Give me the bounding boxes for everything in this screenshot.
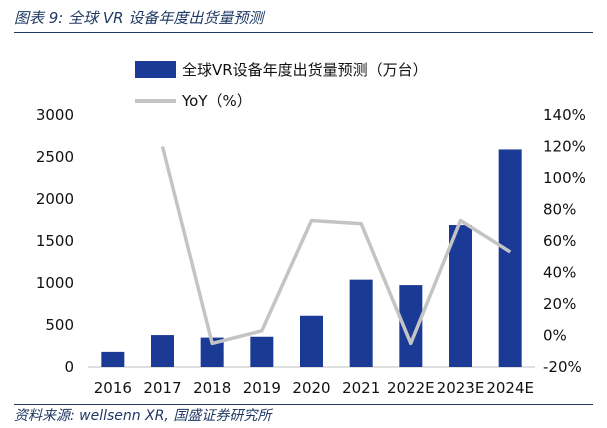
x-tick-label: 2019 [243, 379, 281, 397]
left-tick-label: 2500 [36, 148, 74, 166]
legend: 全球VR设备年度出货量预测（万台） YoY（%） [135, 61, 428, 110]
x-tick-label: 2020 [292, 379, 330, 397]
left-tick-label: 2000 [36, 190, 74, 208]
right-axis-ticks: -20% 0% 20% 40% 60% 80% 100% 120% 140% [543, 106, 586, 376]
yoy-line-series [160, 146, 512, 346]
right-tick-label: 40% [543, 264, 576, 282]
right-tick-label: 100% [543, 169, 586, 187]
bar-2019 [250, 336, 274, 367]
x-tick-label: 2017 [143, 379, 181, 397]
left-tick-label: 500 [45, 316, 74, 334]
right-tick-label: -20% [543, 358, 582, 376]
right-tick-label: 120% [543, 138, 586, 156]
x-tick-label: 2024E [486, 379, 534, 397]
bar-2021 [349, 279, 373, 367]
x-tick-label: 2023E [437, 379, 485, 397]
figure-title: 图表 9: 全球 VR 设备年度出货量预测 [14, 4, 593, 33]
bar-2018 [200, 337, 224, 367]
left-tick-label: 3000 [36, 106, 74, 124]
x-tick-label: 2018 [193, 379, 231, 397]
x-axis-labels: 2016 2017 2018 2019 2020 2021 2022E 2023E 2024E [94, 379, 534, 397]
bar-2023E [449, 225, 472, 367]
x-tick-label: 2016 [94, 379, 132, 397]
legend-bar-label: 全球VR设备年度出货量预测（万台） [182, 61, 428, 79]
bar-2024E [498, 149, 522, 367]
left-tick-label: 1500 [36, 232, 74, 250]
figure-source: 资料来源: wellsenn XR, 国盛证券研究所 [14, 404, 593, 428]
left-axis-ticks: 0 500 1000 1500 2000 2500 3000 [36, 106, 74, 376]
bar-2020 [300, 315, 323, 367]
bar-series [101, 149, 522, 367]
right-tick-label: 60% [543, 232, 576, 250]
yoy-line [160, 146, 512, 346]
legend-bar-swatch [135, 61, 176, 78]
legend-line-label: YoY（%） [181, 92, 252, 110]
bar-2016 [101, 351, 125, 367]
left-tick-label: 1000 [36, 274, 74, 292]
x-tick-label: 2022E [387, 379, 435, 397]
left-tick-label: 0 [64, 358, 74, 376]
right-tick-label: 80% [543, 201, 576, 219]
x-tick-label: 2021 [342, 379, 380, 397]
right-tick-label: 140% [543, 106, 586, 124]
right-tick-label: 0% [543, 327, 567, 345]
bar-2017 [151, 335, 174, 367]
bar-2022E [399, 285, 423, 367]
right-tick-label: 20% [543, 295, 576, 313]
